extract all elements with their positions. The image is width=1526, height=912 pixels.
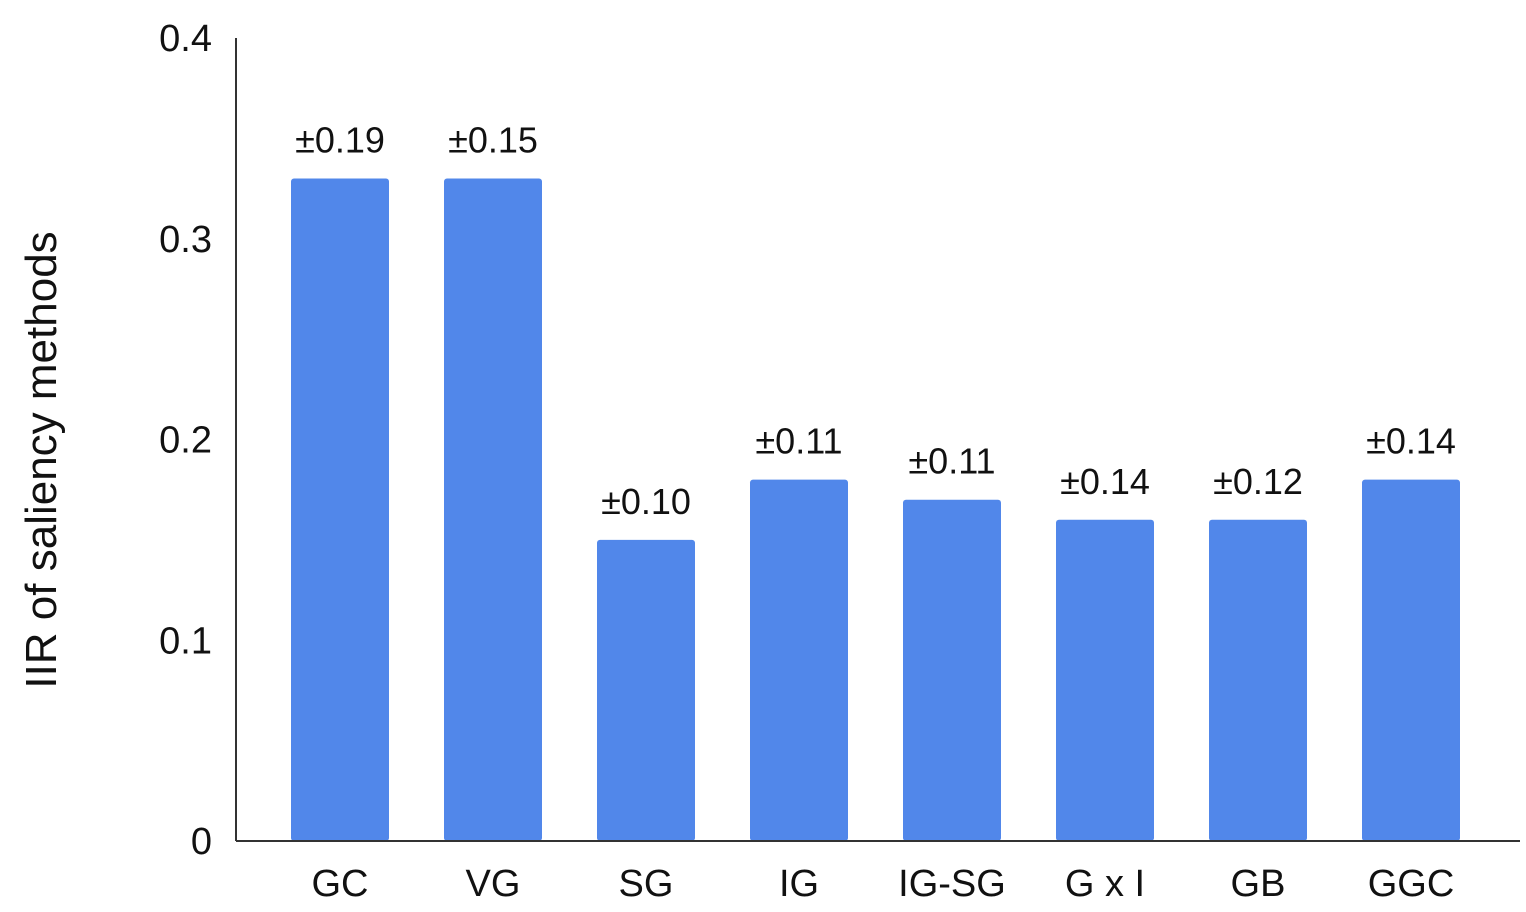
y-tick-label: 0.3 [159, 219, 212, 261]
x-tick-label: VG [466, 863, 521, 905]
y-tick-label: 0.1 [159, 620, 212, 662]
x-tick-label: SG [619, 863, 674, 905]
bars [291, 178, 1460, 841]
bar-data-label: ±0.11 [908, 441, 995, 482]
bar-data-label: ±0.15 [448, 120, 538, 161]
bar-data-label: ±0.19 [295, 120, 385, 161]
x-tick-label: GC [312, 863, 369, 905]
bar-data-label: ±0.10 [601, 481, 691, 522]
x-tick-label: G x I [1065, 863, 1145, 905]
data-labels: ±0.19 ±0.15 ±0.10 ±0.11 ±0.11 ±0.14 ±0.12 ±0.14 [295, 120, 1456, 522]
bar [444, 178, 542, 841]
bar [597, 539, 695, 841]
x-axis-labels: GC VG SG IG IG-SG G x I GB GGC [312, 863, 1455, 905]
bar [1056, 519, 1154, 841]
bar [291, 178, 389, 841]
x-tick-label: GGC [1368, 863, 1455, 905]
bar-data-label: ±0.12 [1213, 461, 1303, 502]
bar-data-label: ±0.14 [1366, 421, 1456, 462]
x-tick-label: IG-SG [898, 863, 1006, 905]
bar [1209, 519, 1307, 841]
bar-data-label: ±0.14 [1060, 461, 1150, 502]
y-tick-label: 0.4 [159, 18, 212, 60]
bar [1362, 479, 1460, 841]
bar-data-label: ±0.11 [755, 421, 842, 462]
y-tick-label: 0 [191, 821, 212, 863]
bar [903, 499, 1001, 841]
x-tick-label: GB [1231, 863, 1286, 905]
bar [750, 479, 848, 841]
y-tick-label: 0.2 [159, 420, 212, 462]
y-axis-title: IIR of saliency methods [17, 231, 66, 688]
x-tick-label: IG [779, 863, 819, 905]
y-axis-ticks: 0 0.1 0.2 0.3 0.4 [159, 18, 212, 863]
